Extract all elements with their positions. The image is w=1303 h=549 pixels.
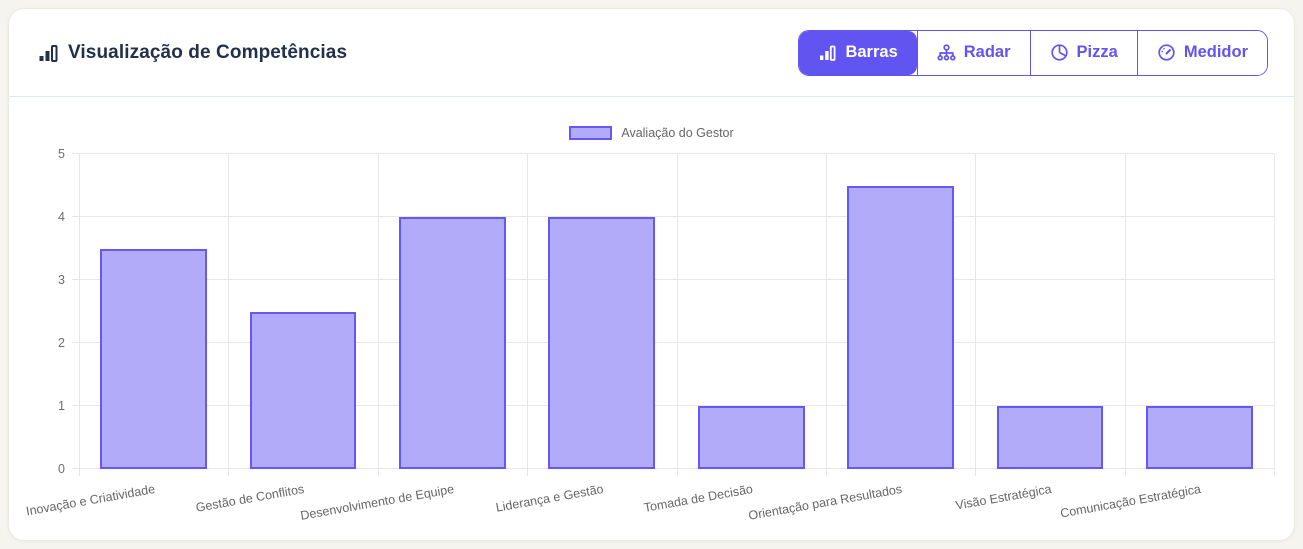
gridline-h bbox=[72, 153, 1274, 154]
bar-chart-icon bbox=[37, 42, 59, 64]
gridline-v bbox=[527, 154, 529, 476]
x-axis-label: Comunicação Estratégica bbox=[1059, 482, 1202, 521]
gridline-v bbox=[79, 154, 80, 476]
bar-Desenvolvimento de Equipe[interactable] bbox=[399, 217, 506, 469]
page-title: Visualização de Competências bbox=[68, 41, 348, 63]
legend-label: Avaliação do Gestor bbox=[621, 126, 734, 140]
gridline-h bbox=[72, 342, 1274, 343]
y-axis-tick: 5 bbox=[58, 147, 65, 161]
tab-label: Pizza bbox=[1076, 43, 1118, 61]
y-axis-tick: 3 bbox=[58, 273, 65, 287]
competencies-card: Visualização de Competências Barras bbox=[8, 8, 1295, 541]
x-axis-label: Gestão de Conflitos bbox=[194, 482, 306, 515]
sitemap-icon bbox=[937, 43, 956, 62]
card-header: Visualização de Competências Barras bbox=[9, 9, 1294, 97]
tab-barras[interactable]: Barras bbox=[799, 30, 917, 75]
chart-type-switcher: Barras Radar bbox=[798, 29, 1268, 76]
x-axis-label: Orientação para Resultados bbox=[747, 482, 903, 523]
bar-Visão Estratégica[interactable] bbox=[996, 406, 1104, 469]
tab-medidor[interactable]: Medidor bbox=[1136, 30, 1267, 75]
bar-chart-icon bbox=[818, 43, 837, 62]
gridline-v bbox=[228, 154, 230, 476]
x-axis-label: Inovação e Criatividade bbox=[25, 482, 157, 519]
tab-label: Medidor bbox=[1183, 43, 1248, 61]
plot-area: 0 1 2 3 4 5 Inovação e Criatividade Gestão de C… bbox=[25, 147, 1275, 523]
gridline-v bbox=[676, 154, 678, 476]
x-axis-label: Tomada de Decisão bbox=[642, 482, 754, 515]
gridline-v bbox=[1274, 154, 1275, 476]
bar-Inovação e Criatividade[interactable] bbox=[100, 248, 208, 469]
bar-Comunicação Estratégica[interactable] bbox=[1145, 406, 1253, 469]
pie-chart-icon bbox=[1050, 43, 1069, 62]
gridline-h bbox=[72, 279, 1274, 280]
gridline-h bbox=[72, 405, 1274, 406]
y-axis-tick: 1 bbox=[58, 399, 65, 413]
gridline-v bbox=[1124, 154, 1126, 476]
chart-legend[interactable]: Avaliação do Gestor bbox=[9, 126, 1294, 140]
tab-label: Barras bbox=[845, 43, 898, 61]
gridline-v bbox=[825, 154, 827, 476]
y-axis-tick: 0 bbox=[58, 462, 65, 476]
title-wrap: Visualização de Competências bbox=[37, 42, 347, 64]
x-axis-label: Desenvolvimento de Equipe bbox=[299, 482, 455, 523]
y-axis-tick: 4 bbox=[58, 210, 65, 224]
gridline-h bbox=[72, 468, 1274, 469]
y-axis-tick: 2 bbox=[58, 336, 65, 350]
x-axis-label: Liderança e Gestão bbox=[494, 482, 605, 515]
bar-Orientação para Resultados[interactable] bbox=[847, 185, 954, 469]
bar-Tomada de Decisão[interactable] bbox=[697, 406, 805, 469]
legend-swatch bbox=[569, 126, 613, 140]
gauge-icon bbox=[1157, 43, 1176, 62]
gridline-v bbox=[975, 154, 977, 476]
gridline-v bbox=[377, 154, 379, 476]
gridline-h bbox=[72, 216, 1274, 217]
tab-pizza[interactable]: Pizza bbox=[1029, 30, 1137, 75]
x-axis-label: Visão Estratégica bbox=[954, 482, 1053, 513]
bar-Liderança e Gestão[interactable] bbox=[548, 217, 656, 469]
tab-radar[interactable]: Radar bbox=[916, 30, 1030, 75]
tab-label: Radar bbox=[963, 43, 1011, 61]
bar-Gestão de Conflitos[interactable] bbox=[249, 311, 357, 469]
bar-chart: Avaliação do Gestor 0 1 2 3 4 5 Inovação e Cri… bbox=[9, 98, 1294, 540]
